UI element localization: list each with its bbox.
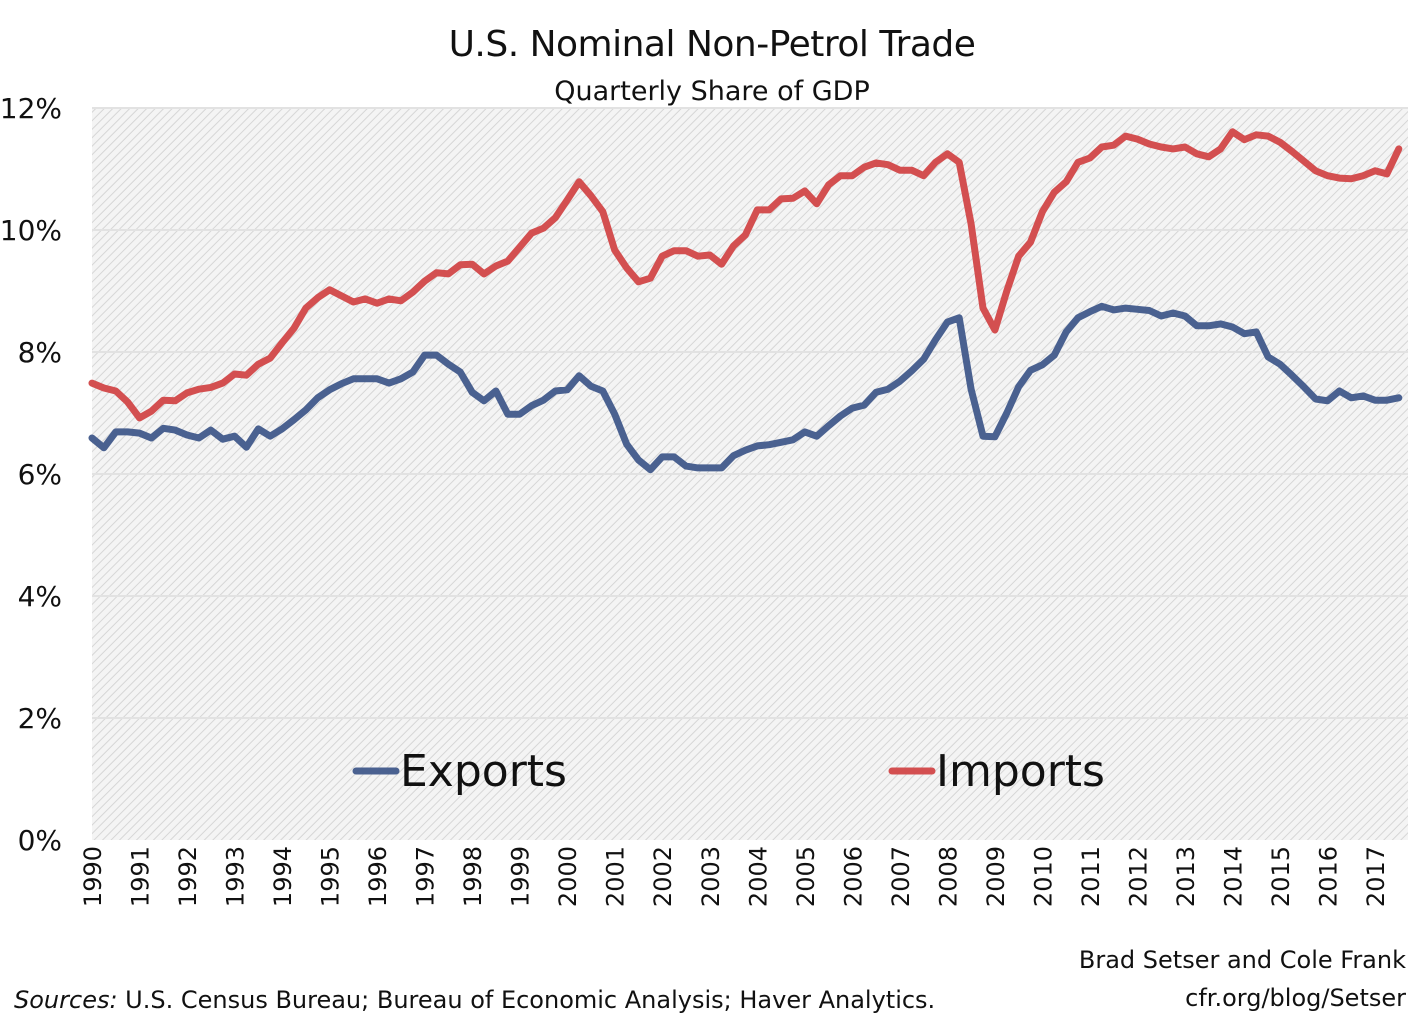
x-tick-label: 2014 <box>1219 846 1247 907</box>
legend-item-exports: Exports <box>352 746 567 797</box>
series-line-imports <box>88 128 1403 422</box>
x-tick-label: 1993 <box>222 846 250 907</box>
x-tick-label: 2006 <box>839 846 867 907</box>
x-tick-label: 2003 <box>697 846 725 907</box>
x-tick-label: 2010 <box>1029 846 1057 907</box>
x-tick-label: 1999 <box>507 846 535 907</box>
x-tick-label: 2004 <box>744 846 772 907</box>
legend-item-imports: Imports <box>888 746 1105 797</box>
y-tick-label: 6% <box>18 458 62 491</box>
y-tick-label: 8% <box>18 336 62 369</box>
chart-subtitle: Quarterly Share of GDP <box>554 76 870 107</box>
x-tick-label: 1998 <box>459 846 487 907</box>
x-tick-label: 2016 <box>1315 846 1343 907</box>
x-tick-label: 1990 <box>79 846 107 907</box>
x-tick-label: 1992 <box>174 846 202 907</box>
x-tick-label: 1994 <box>269 846 297 907</box>
x-tick-label: 1991 <box>127 846 155 907</box>
y-tick-label: 4% <box>18 580 62 613</box>
x-tick-label: 1997 <box>412 846 440 907</box>
x-tick-label: 2008 <box>934 846 962 907</box>
sources-text: U.S. Census Bureau; Bureau of Economic A… <box>117 986 936 1014</box>
y-tick-label: 0% <box>18 824 62 857</box>
x-tick-label: 2001 <box>602 846 630 907</box>
x-tick-label: 2002 <box>649 846 677 907</box>
x-tick-label: 2011 <box>1077 846 1105 907</box>
x-tick-label: 2017 <box>1362 846 1390 907</box>
series-line-exports <box>88 302 1403 474</box>
x-tick-label: 2007 <box>887 846 915 907</box>
y-tick-label: 12% <box>0 92 62 125</box>
x-tick-label: 1996 <box>364 846 392 907</box>
legend-label: Imports <box>936 746 1105 797</box>
sources-note: Sources: U.S. Census Bureau; Bureau of E… <box>14 986 935 1014</box>
x-tick-label: 2005 <box>792 846 820 907</box>
x-tick-label: 1995 <box>317 846 345 907</box>
x-tick-label: 2015 <box>1267 846 1295 907</box>
x-tick-label: 2000 <box>554 846 582 907</box>
sources-label: Sources: <box>14 986 118 1014</box>
x-tick-label: 2009 <box>982 846 1010 907</box>
credit-url[interactable]: cfr.org/blog/Setser <box>1185 984 1406 1012</box>
y-tick-label: 10% <box>0 214 62 247</box>
x-tick-label: 2013 <box>1172 846 1200 907</box>
credit-authors: Brad Setser and Cole Frank <box>1078 946 1406 974</box>
chart-title: U.S. Nominal Non-Petrol Trade <box>448 24 976 65</box>
x-tick-label: 2012 <box>1124 846 1152 907</box>
y-tick-label: 2% <box>18 702 62 735</box>
legend-label: Exports <box>400 746 567 797</box>
